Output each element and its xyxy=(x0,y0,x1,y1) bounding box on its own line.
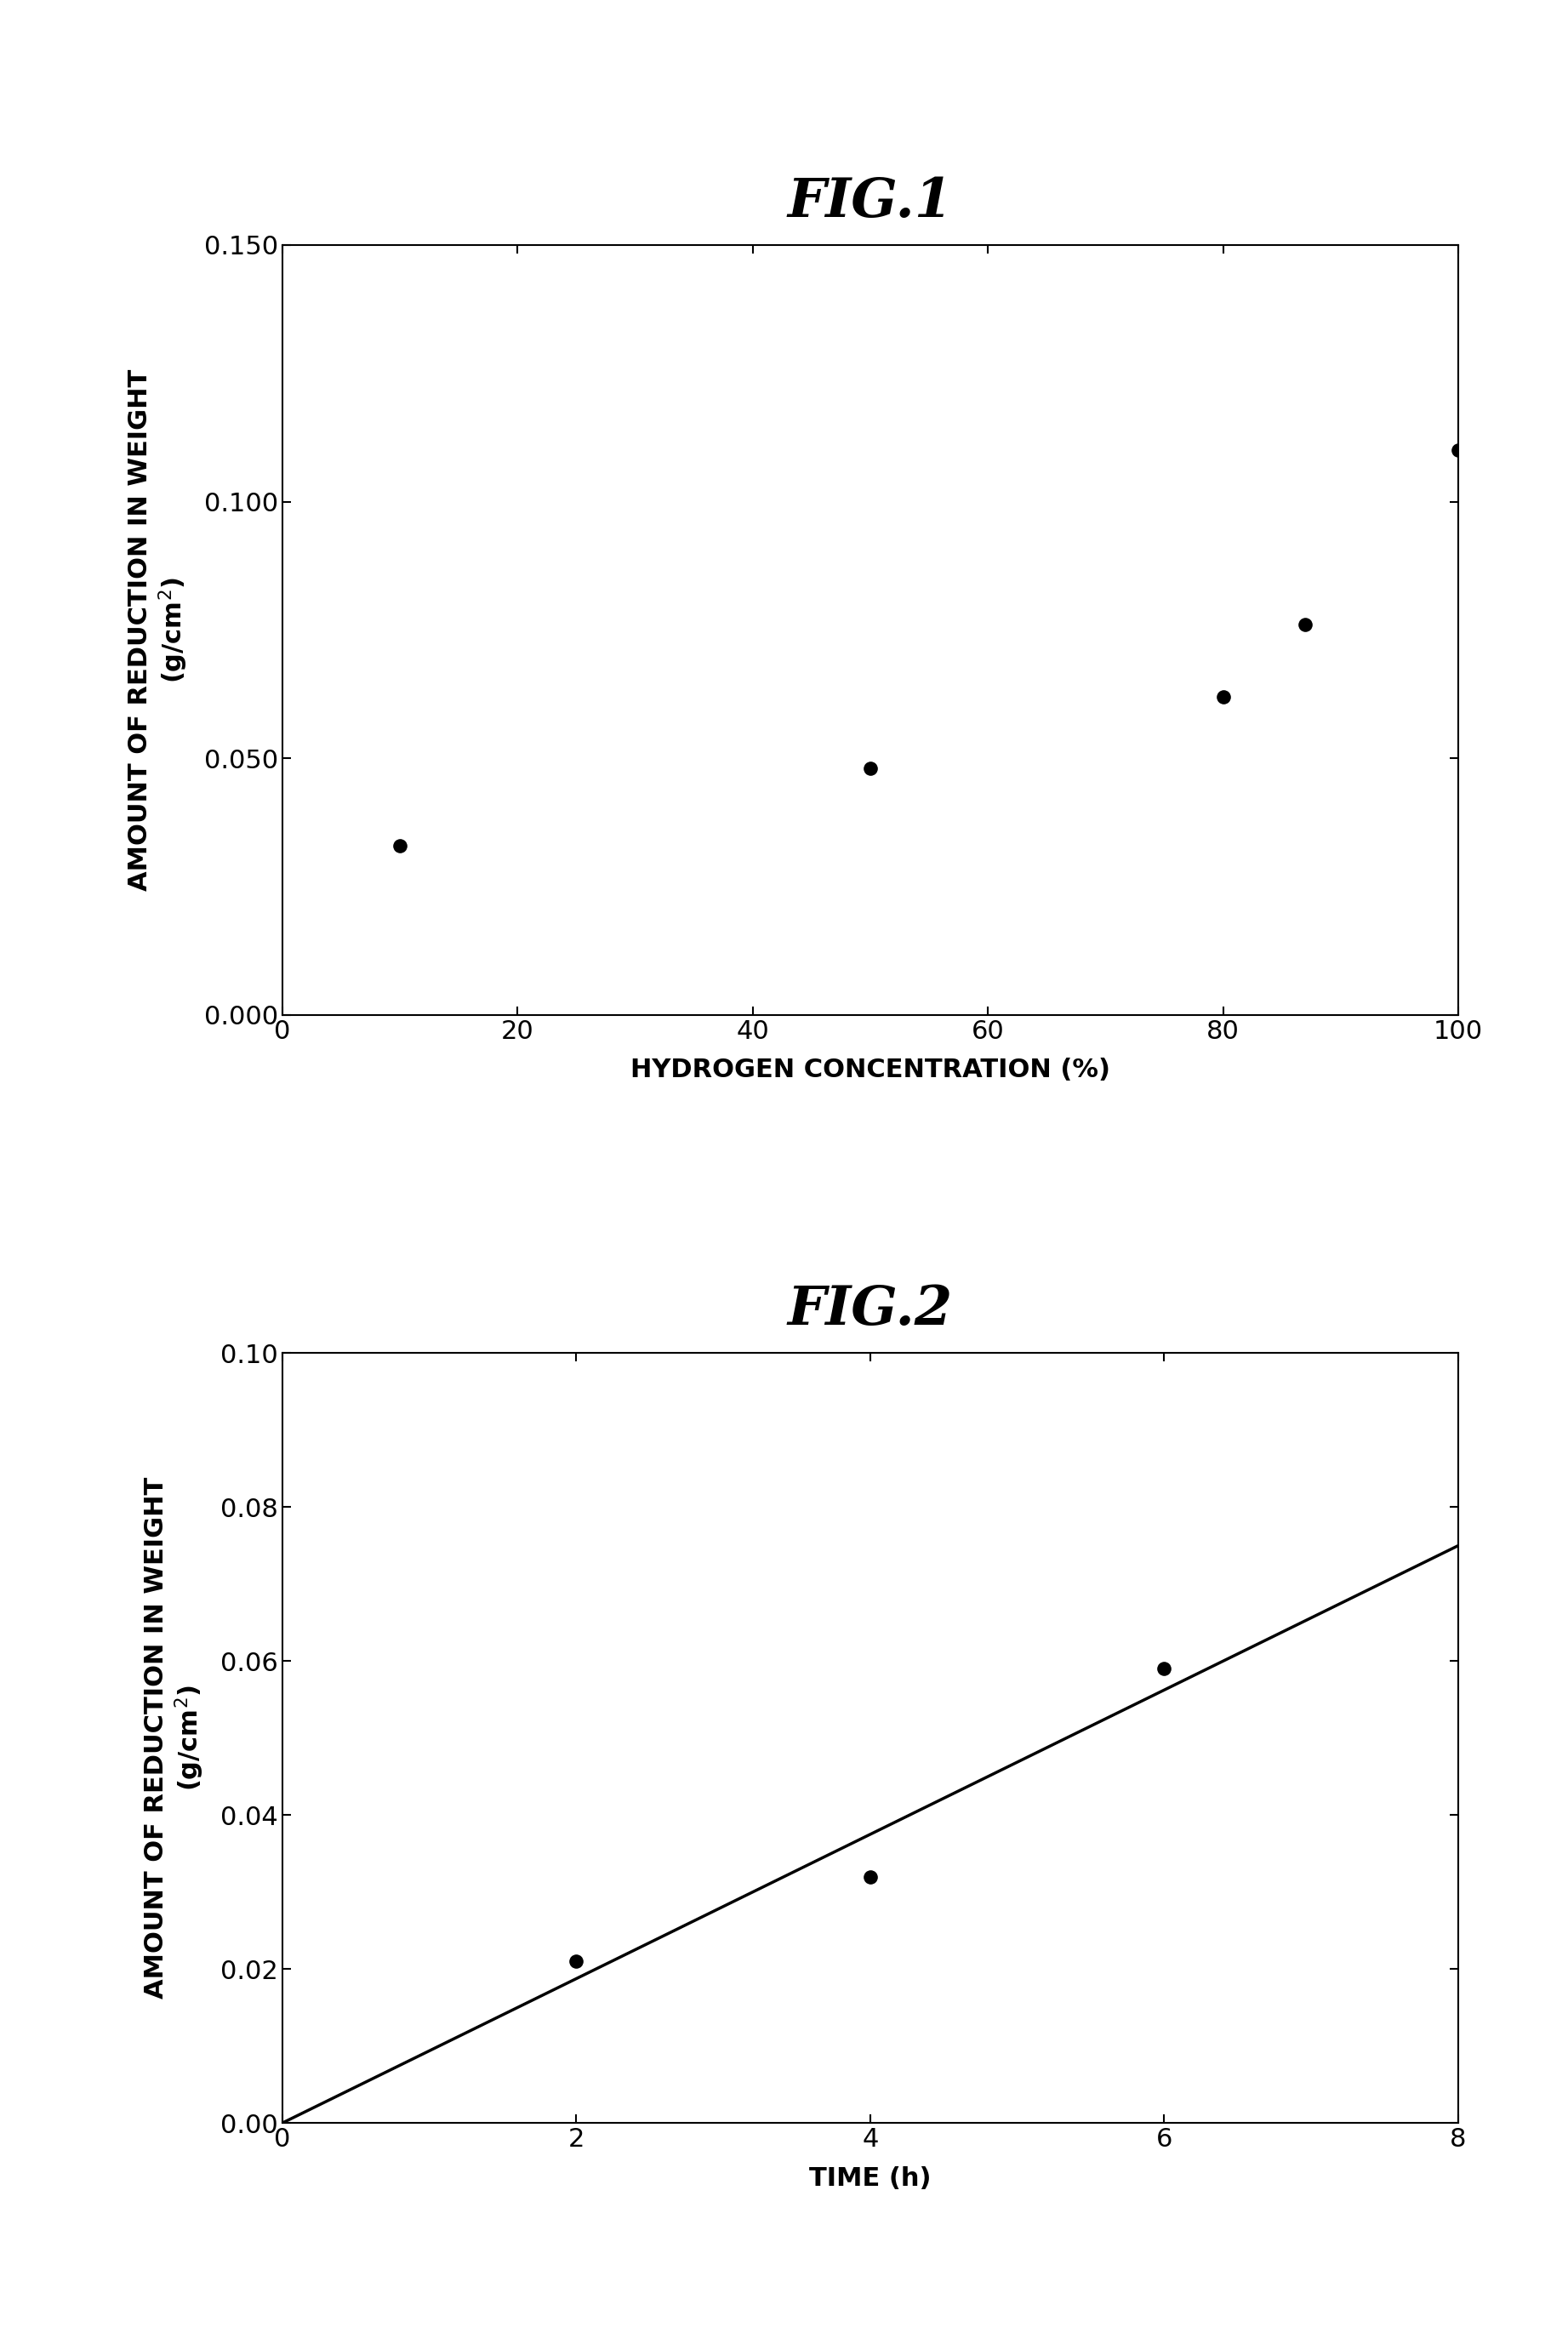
X-axis label: TIME (h): TIME (h) xyxy=(809,2165,931,2191)
Point xyxy=(1210,679,1236,716)
Point xyxy=(1292,607,1317,644)
X-axis label: HYDROGEN CONCENTRATION (%): HYDROGEN CONCENTRATION (%) xyxy=(630,1057,1110,1083)
Point xyxy=(387,826,412,863)
Point xyxy=(858,749,883,786)
Title: FIG.2: FIG.2 xyxy=(787,1283,953,1337)
Point xyxy=(1151,1649,1176,1687)
Point xyxy=(1446,432,1471,469)
Title: FIG.1: FIG.1 xyxy=(787,175,953,229)
Point xyxy=(858,1857,883,1894)
Y-axis label: AMOUNT OF REDUCTION IN WEIGHT
(g/cm$^2$): AMOUNT OF REDUCTION IN WEIGHT (g/cm$^2$) xyxy=(127,369,190,891)
Y-axis label: AMOUNT OF REDUCTION IN WEIGHT
(g/cm$^2$): AMOUNT OF REDUCTION IN WEIGHT (g/cm$^2$) xyxy=(144,1477,205,1999)
Point xyxy=(564,1943,590,1981)
